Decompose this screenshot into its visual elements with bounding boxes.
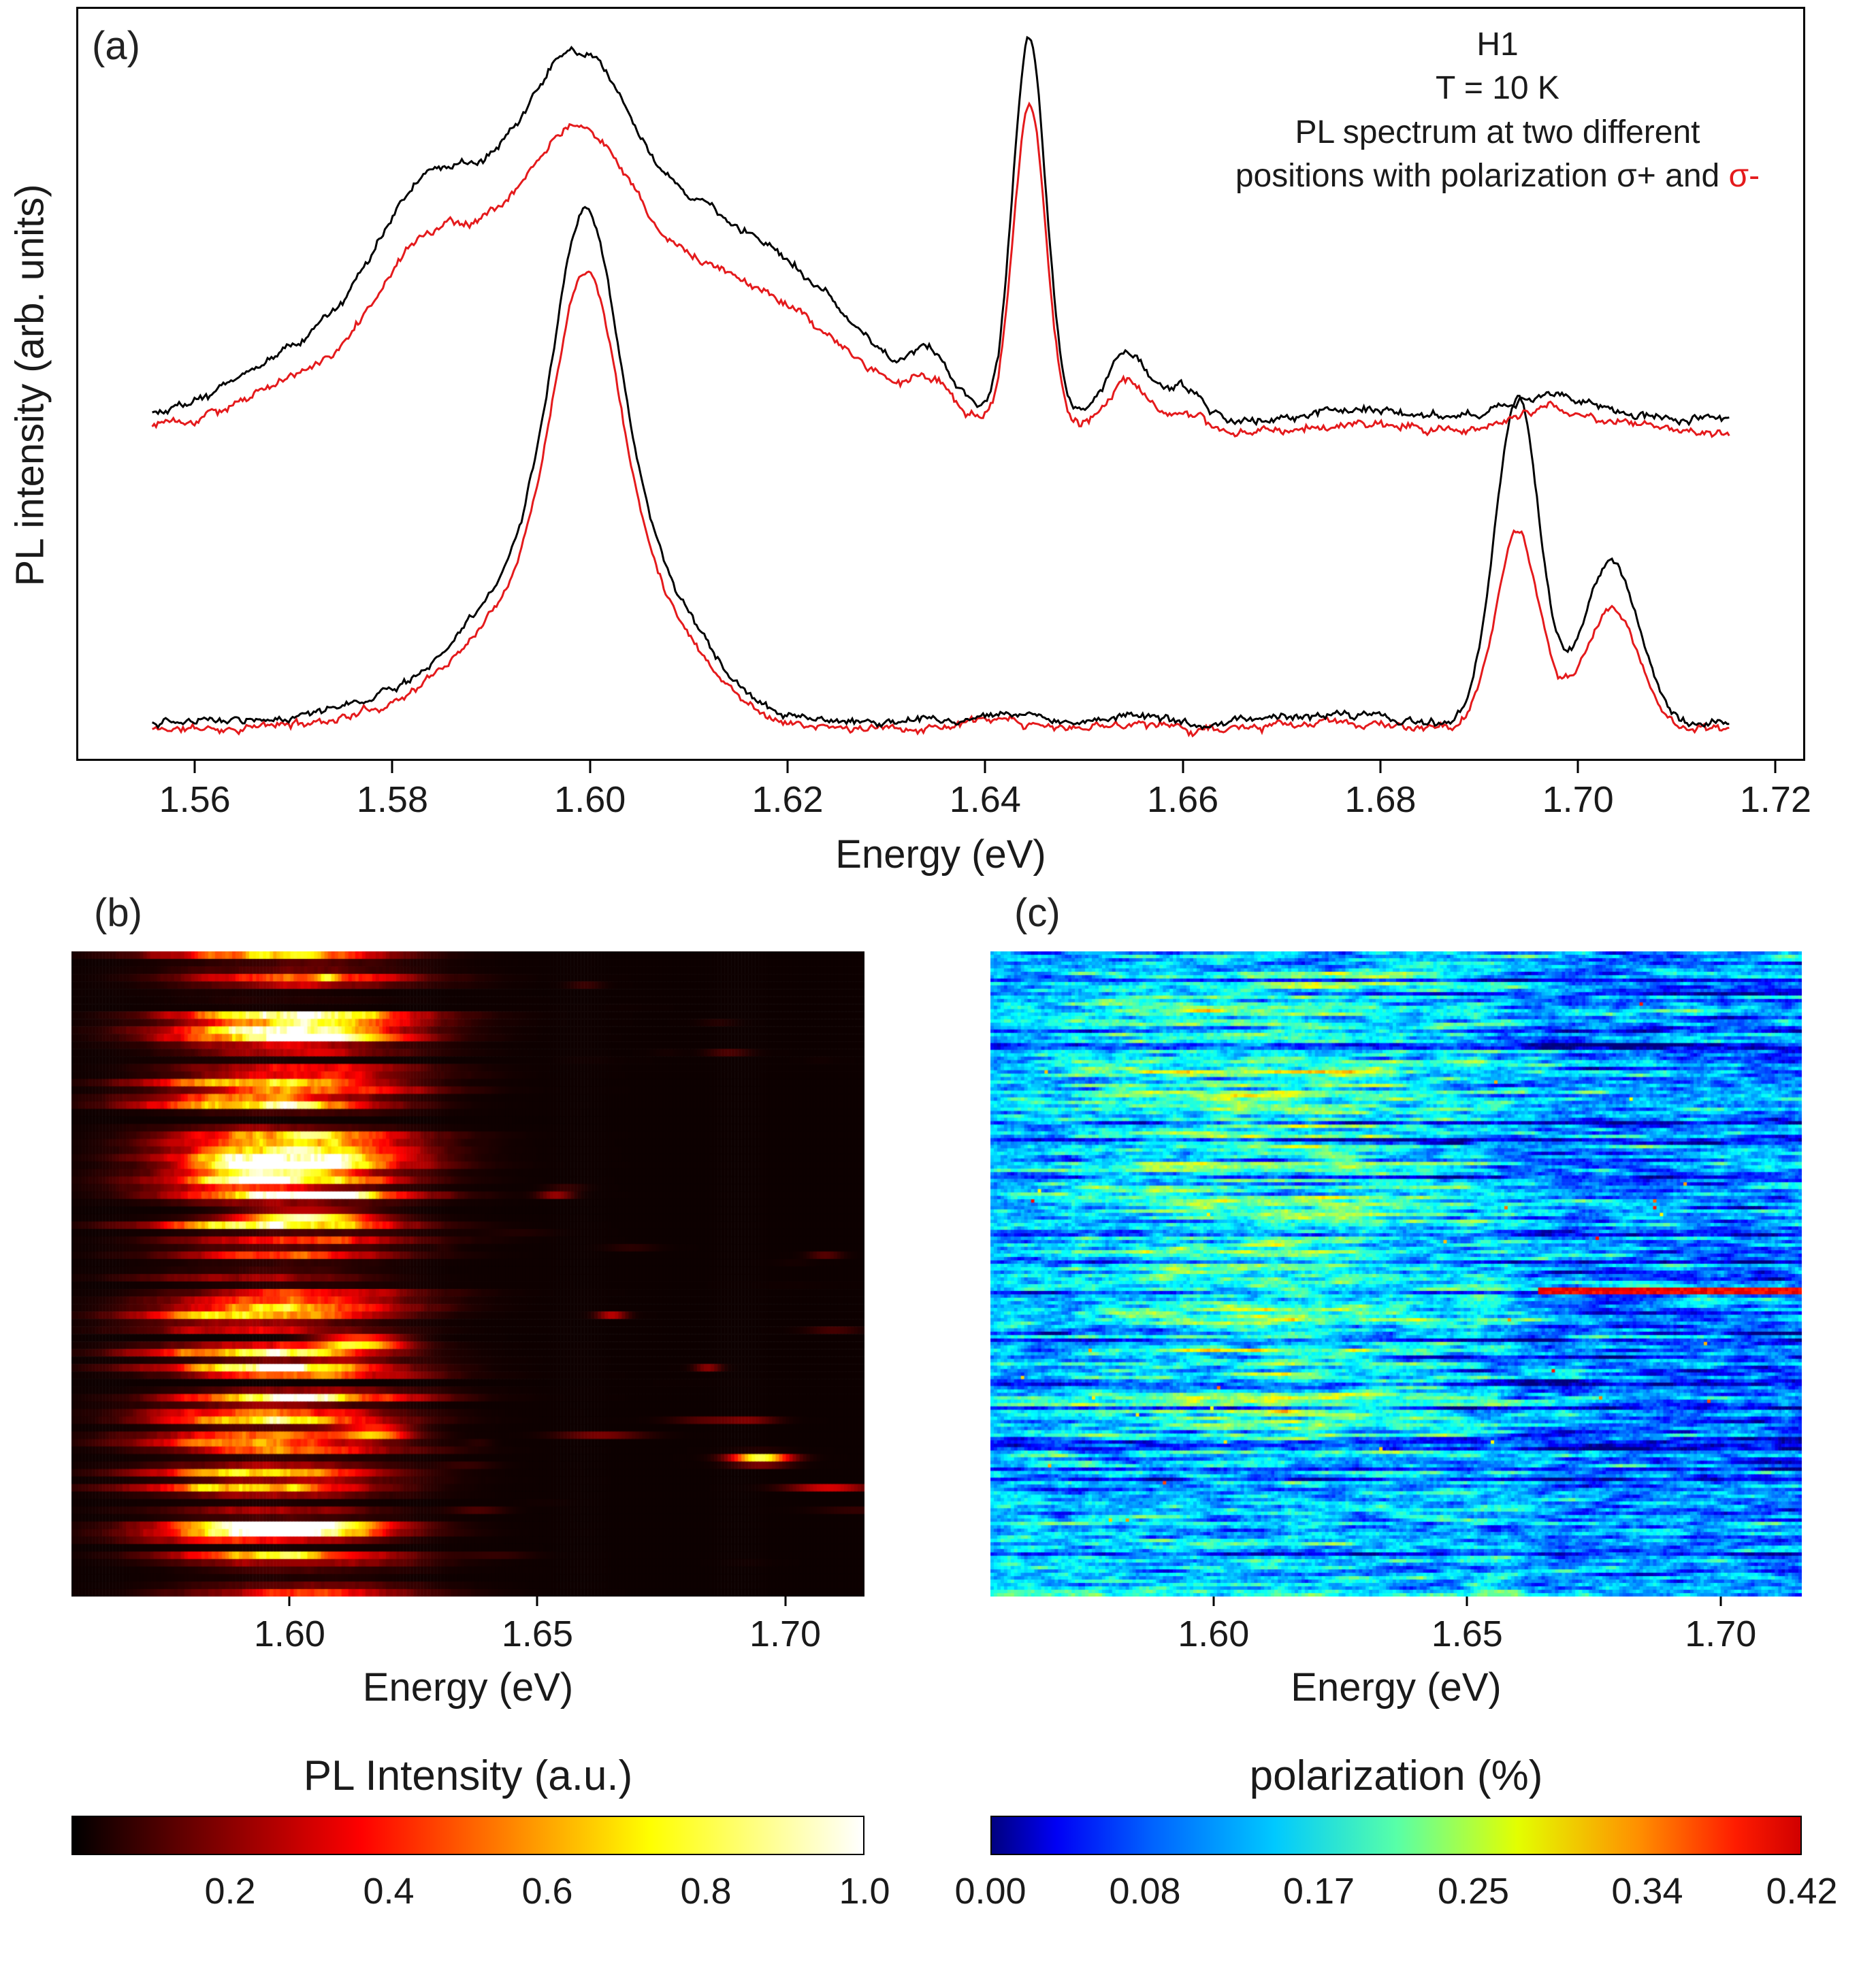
pl-intensity-heatmap bbox=[71, 951, 864, 1597]
panel-c-x-tick bbox=[1212, 1597, 1215, 1606]
panel-a-x-tick-label: 1.72 bbox=[1739, 779, 1812, 820]
panel-b-x-tick bbox=[536, 1597, 538, 1606]
panel-a-ylabel: PL intensity (arb. units) bbox=[7, 184, 52, 587]
polarization-colorbar bbox=[990, 1816, 1802, 1855]
panel-a-x-tick bbox=[1774, 761, 1777, 773]
panel-a-x-tick bbox=[589, 761, 592, 773]
annotation-temperature: T = 10 K bbox=[1436, 70, 1559, 107]
panel-a-x-tick-label: 1.66 bbox=[1147, 779, 1219, 820]
annotation-sample-name: H1 bbox=[1476, 27, 1519, 63]
panel-a-x-tick-label: 1.60 bbox=[554, 779, 626, 820]
panel-a-annotation: H1 T = 10 K PL spectrum at two different… bbox=[1157, 23, 1838, 198]
panel-a-x-tick bbox=[786, 761, 789, 773]
panel-b-x-tick bbox=[784, 1597, 786, 1606]
panel-b-xlabel: Energy (eV) bbox=[362, 1665, 574, 1710]
panel-a-x-tick-label: 1.58 bbox=[356, 779, 429, 820]
polarization-colorbar-tick-label: 0.17 bbox=[1282, 1871, 1355, 1912]
panel-a-x-tick bbox=[1576, 761, 1579, 773]
panel-a-x-tick-label: 1.62 bbox=[751, 779, 824, 820]
pl-intensity-colorbar-tick-label: 0.4 bbox=[363, 1871, 415, 1912]
panel-c-x-tick-label: 1.70 bbox=[1685, 1614, 1757, 1654]
panel-a-x-tick bbox=[1182, 761, 1184, 773]
panel-a-x-tick bbox=[1379, 761, 1382, 773]
panel-b-x-tick-label: 1.65 bbox=[501, 1614, 573, 1654]
panel-a-label: (a) bbox=[92, 24, 140, 68]
panel-c-x-tick bbox=[1466, 1597, 1468, 1606]
panel-b-label: (b) bbox=[94, 891, 142, 935]
panel-a-x-tick-label: 1.56 bbox=[159, 779, 231, 820]
annotation-description-line1: PL spectrum at two different bbox=[1295, 114, 1700, 150]
annotation-description-line2: positions with polarization σ+ and σ- bbox=[1157, 154, 1838, 198]
spectrum-curve-2 bbox=[151, 101, 1730, 438]
pl-intensity-colorbar-tick-label: 1.0 bbox=[839, 1871, 890, 1912]
polarization-colorbar-title: polarization (%) bbox=[1249, 1752, 1543, 1799]
panel-c-x-tick-label: 1.60 bbox=[1178, 1614, 1250, 1654]
polarization-colorbar-tick-label: 0.42 bbox=[1766, 1871, 1838, 1912]
panel-a-x-tick-label: 1.64 bbox=[949, 779, 1021, 820]
panel-a-x-tick-label: 1.68 bbox=[1344, 779, 1417, 820]
panel-b-x-tick-label: 1.60 bbox=[253, 1614, 325, 1654]
spectrum-curve-3 bbox=[152, 35, 1730, 427]
spectrum-curve-1 bbox=[151, 206, 1730, 731]
panel-a-x-tick bbox=[193, 761, 196, 773]
annotation-sigma-minus-text: σ- bbox=[1728, 157, 1760, 194]
panel-c-xlabel: Energy (eV) bbox=[1291, 1665, 1502, 1710]
pl-intensity-colorbar-title: PL Intensity (a.u.) bbox=[303, 1752, 633, 1799]
panel-a-x-tick-label: 1.70 bbox=[1542, 779, 1614, 820]
polarization-colorbar-tick-label: 0.34 bbox=[1611, 1871, 1683, 1912]
pl-intensity-colorbar-tick-label: 0.6 bbox=[521, 1871, 573, 1912]
polarization-colorbar-tick-label: 0.08 bbox=[1109, 1871, 1181, 1912]
panel-c-label: (c) bbox=[1014, 891, 1061, 935]
panel-a-x-tick bbox=[391, 761, 393, 773]
panel-a-x-tick bbox=[984, 761, 986, 773]
panel-a-xlabel: Energy (eV) bbox=[835, 832, 1046, 877]
panel-c-x-tick bbox=[1719, 1597, 1722, 1606]
panel-b-x-tick-label: 1.70 bbox=[749, 1614, 822, 1654]
panel-a-axes bbox=[76, 7, 1805, 761]
pl-intensity-colorbar-tick-label: 0.2 bbox=[204, 1871, 256, 1912]
spectra-plot bbox=[151, 35, 1730, 738]
polarization-heatmap bbox=[990, 951, 1802, 1597]
polarization-colorbar-tick-label: 0.00 bbox=[954, 1871, 1026, 1912]
spectrum-curve-0 bbox=[152, 270, 1730, 738]
panel-c-x-tick-label: 1.65 bbox=[1431, 1614, 1503, 1654]
annotation-sigma-plus-text: positions with polarization σ+ and bbox=[1235, 157, 1729, 194]
polarization-colorbar-tick-label: 0.25 bbox=[1437, 1871, 1510, 1912]
pl-intensity-colorbar-tick-label: 0.8 bbox=[680, 1871, 732, 1912]
panel-b-x-tick bbox=[288, 1597, 291, 1606]
pl-intensity-colorbar bbox=[71, 1816, 864, 1855]
